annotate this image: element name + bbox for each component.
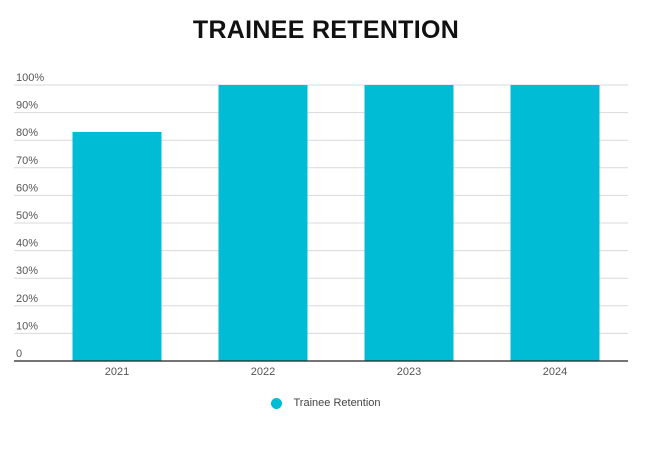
legend: Trainee Retention — [0, 397, 652, 409]
y-tick-label: 70% — [16, 155, 38, 167]
bar — [364, 85, 454, 361]
x-tick-label: 2023 — [397, 366, 421, 378]
x-tick-label: 2024 — [543, 366, 567, 378]
y-tick-label: 0 — [16, 348, 22, 360]
x-tick-label: 2022 — [251, 366, 275, 378]
legend-swatch — [271, 397, 283, 409]
legend-label: Trainee Retention — [293, 397, 381, 410]
y-tick-label: 60% — [16, 182, 38, 194]
chart-title: TRAINEE RETENTION — [192, 16, 460, 44]
bar — [72, 131, 162, 361]
y-tick-label: 50% — [16, 210, 38, 222]
y-tick-label: 90% — [16, 100, 38, 112]
y-tick-label: 80% — [16, 127, 38, 139]
bar — [510, 85, 600, 361]
y-tick-label: 100% — [16, 72, 44, 84]
bar — [218, 85, 308, 361]
x-tick-label: 2021 — [105, 366, 129, 378]
y-tick-label: 20% — [16, 293, 38, 305]
y-tick-label: 30% — [16, 265, 38, 277]
y-tick-label: 40% — [16, 238, 38, 250]
y-tick-label: 10% — [16, 320, 38, 332]
